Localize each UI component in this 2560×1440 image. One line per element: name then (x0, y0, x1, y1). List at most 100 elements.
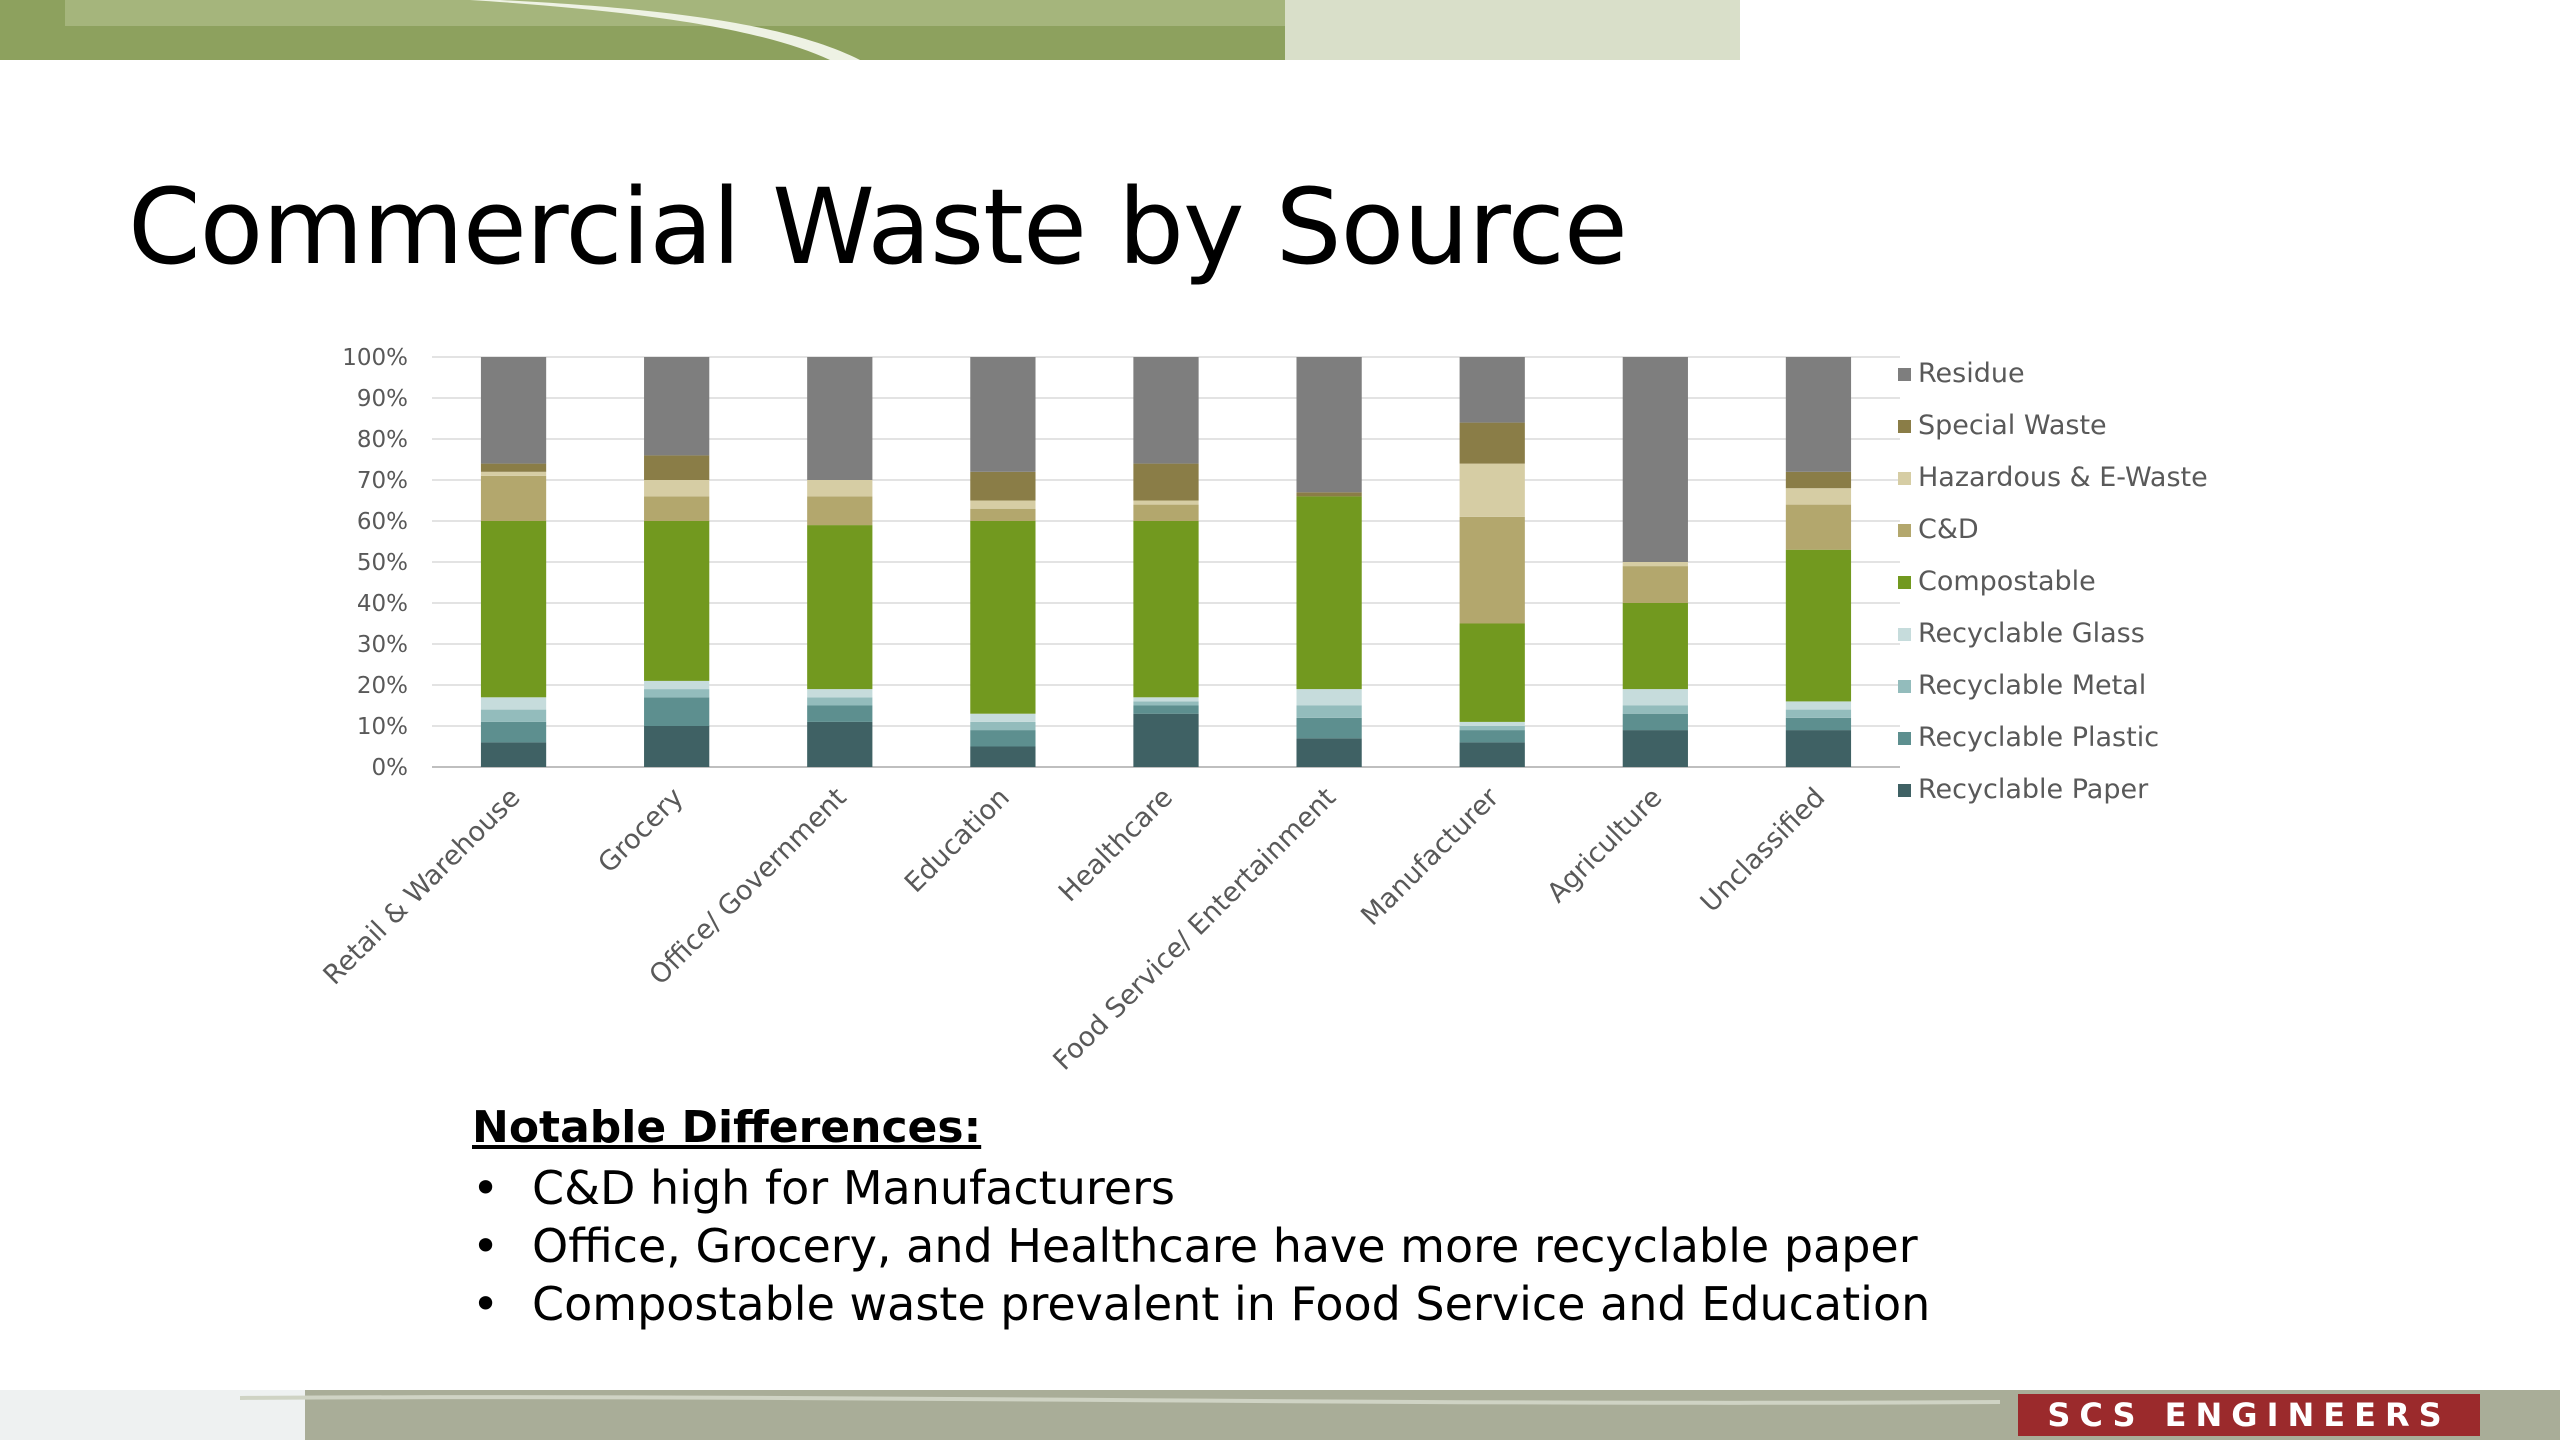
legend-label: Recyclable Paper (1918, 774, 2149, 805)
bar-segment (807, 525, 873, 690)
notes-section: Notable Differences: C&D high for Manufa… (472, 1100, 1930, 1333)
y-tick-label: 40% (357, 591, 408, 617)
bar-segment (1622, 603, 1688, 690)
bar-segment (644, 680, 710, 690)
bar-segment (970, 508, 1036, 521)
bar-segment (1459, 422, 1525, 464)
bar-segment (1622, 566, 1688, 603)
y-tick-label: 80% (357, 427, 408, 453)
x-tick-label: Healthcare (1053, 782, 1179, 908)
bar-segment (480, 721, 547, 743)
bar-segment (1785, 504, 1852, 550)
stacked-bar-chart: 0% 10% 20% 30% 40% 50% 60% 70% 80% 90% 100% Retail … (318, 345, 2208, 1077)
bar-segment (970, 730, 1036, 747)
bar-segment (1459, 730, 1525, 743)
y-tick-label: 0% (372, 755, 409, 781)
bar-segment (1459, 357, 1525, 423)
legend-label: C&D (1918, 514, 1979, 545)
bar-segment (970, 500, 1036, 509)
bar-segment (1459, 463, 1525, 517)
legend-label: Recyclable Metal (1918, 670, 2146, 701)
bar-segment (807, 357, 873, 480)
bar-segment (1296, 496, 1362, 690)
bar-segment (970, 713, 1036, 722)
y-tick-label: 60% (357, 509, 408, 535)
x-tick-label: Grocery (592, 782, 689, 879)
bar-segment (1133, 701, 1199, 706)
y-tick-label: 10% (357, 714, 408, 740)
bar-segment (1459, 742, 1525, 767)
bar-segment (1296, 492, 1362, 497)
bar-segment (644, 521, 710, 681)
legend-label: Special Waste (1918, 410, 2107, 441)
note-item: Office, Grocery, and Healthcare have mor… (472, 1217, 1930, 1275)
bar-segment (1296, 717, 1362, 739)
y-tick-label: 70% (357, 468, 408, 494)
bar-segment (1785, 549, 1852, 702)
bar-segment (807, 480, 873, 497)
legend-label: Hazardous & E-Waste (1918, 462, 2208, 493)
bar-segment (1133, 500, 1199, 505)
bar-segment (1622, 357, 1688, 562)
bar-segment (480, 463, 547, 472)
bar-segment (1296, 738, 1362, 767)
bar-segment (1133, 463, 1199, 501)
y-tick-label: 30% (357, 632, 408, 658)
bar-segment (644, 480, 710, 497)
top-decorative-band (0, 0, 1740, 60)
x-tick-label: Unclassified (1695, 782, 1832, 919)
bar-segment (480, 709, 547, 722)
bar-segment (1785, 709, 1852, 718)
bar-segment (644, 455, 710, 480)
bar-segment (1785, 488, 1852, 505)
bar-segment (1133, 357, 1199, 464)
bar-segment (644, 697, 710, 726)
bar-segment (970, 357, 1036, 472)
bar-segment (1785, 730, 1852, 767)
bar-segment (807, 689, 873, 698)
bar-segment (644, 689, 710, 698)
y-tick-label: 50% (357, 550, 408, 576)
bar-segment (807, 697, 873, 706)
legend-swatch (1898, 472, 1911, 485)
legend-swatch (1898, 784, 1911, 797)
x-tick-label: Retail & Warehouse (318, 782, 527, 991)
bar-segment (1133, 705, 1199, 714)
bar-segment (1622, 713, 1688, 731)
bar-segment (1622, 562, 1688, 567)
legend-swatch (1898, 368, 1911, 381)
notes-heading: Notable Differences: (472, 1102, 982, 1153)
x-tick-label: Education (899, 782, 1016, 899)
bar-segment (1133, 697, 1199, 702)
x-tick-label: Agriculture (1541, 782, 1668, 909)
bar-segment (480, 471, 547, 476)
bar-segment (480, 697, 547, 710)
bar-segment (644, 357, 710, 456)
bar-segment (480, 521, 547, 698)
legend-label: Compostable (1918, 566, 2096, 597)
bar-segment (1133, 713, 1199, 767)
bar-segment (1459, 623, 1525, 722)
bar-segment (644, 726, 710, 767)
bar-segment (1785, 701, 1852, 710)
x-tick-label: Food Service/ Entertainment (1047, 782, 1342, 1077)
bar-segment (1622, 689, 1688, 706)
bar-segment (970, 521, 1036, 714)
bar-segment (1296, 357, 1362, 493)
bar-segment (970, 746, 1036, 767)
notes-list: C&D high for Manufacturers Office, Groce… (472, 1159, 1930, 1333)
legend-label: Recyclable Plastic (1918, 722, 2159, 753)
legend-swatch (1898, 628, 1911, 641)
bar-segment (1622, 730, 1688, 767)
legend-swatch (1898, 576, 1911, 589)
bar-segment (480, 357, 547, 464)
y-tick-label: 90% (357, 386, 408, 412)
bar-segment (1785, 471, 1852, 489)
bar-segment (480, 742, 547, 767)
note-item: Compostable waste prevalent in Food Serv… (472, 1275, 1930, 1333)
legend-swatch (1898, 524, 1911, 537)
bar-segment (970, 721, 1036, 731)
bar-segment (480, 475, 547, 521)
y-tick-label: 100% (342, 345, 408, 371)
bar-segment (970, 471, 1036, 501)
